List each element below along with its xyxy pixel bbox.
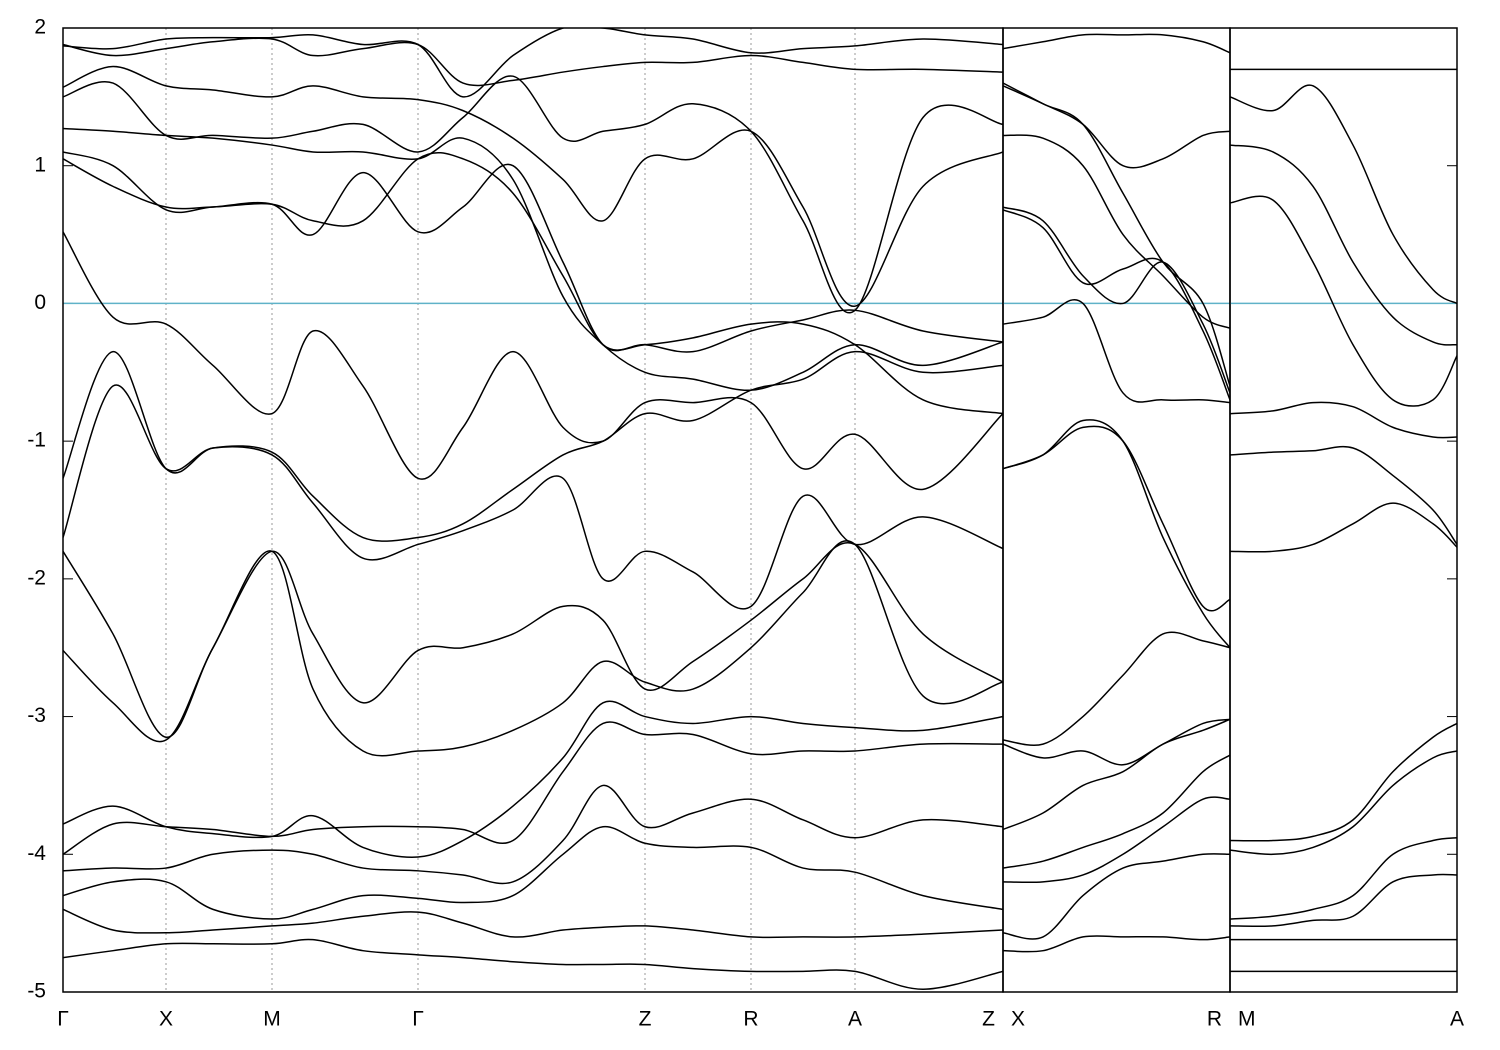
band-line: [1003, 796, 1230, 884]
band-line: [1230, 401, 1457, 439]
band-line: [1230, 445, 1457, 545]
band-line: [63, 231, 1003, 491]
x-tick-label: A: [848, 1008, 862, 1031]
band-line: [63, 700, 1003, 858]
band-line: [1003, 754, 1230, 869]
y-tick-label: -4: [27, 842, 46, 865]
panel-frame: [62, 27, 1004, 993]
x-tick-label: R: [743, 1008, 758, 1031]
x-tick-label: Γ: [57, 1008, 69, 1031]
y-tick-label: -1: [27, 429, 46, 452]
y-tick-label: 2: [34, 16, 46, 39]
band-line: [1003, 419, 1230, 649]
band-line: [63, 75, 1003, 314]
y-tick-label: -5: [27, 980, 46, 1003]
band-line: [1003, 299, 1230, 404]
x-tick-label: X: [159, 1008, 173, 1031]
y-tick-label: -2: [27, 566, 46, 589]
band-line: [1003, 425, 1230, 612]
band-line: [63, 28, 1003, 98]
band-line: [63, 540, 1003, 757]
band-line: [1230, 750, 1457, 856]
band-line: [63, 542, 1003, 743]
band-line: [1003, 209, 1230, 401]
panel-frame: [1002, 27, 1231, 993]
band-line: [1003, 82, 1230, 387]
x-tick-label: Z: [639, 1008, 652, 1031]
y-tick-label: -3: [27, 704, 46, 727]
band-line: [1003, 631, 1230, 746]
panel-frame: [1229, 27, 1458, 993]
band-line: [1003, 718, 1230, 831]
x-tick-label: M: [1238, 1008, 1256, 1031]
band-line: [1003, 718, 1230, 766]
band-line: [1003, 206, 1230, 394]
x-tick-label: M: [263, 1008, 281, 1031]
band-line: [1230, 195, 1457, 407]
band-line: [63, 721, 1003, 855]
x-tick-label: A: [1450, 1008, 1464, 1031]
y-tick-label: 0: [34, 291, 46, 314]
band-line: [63, 938, 1003, 990]
band-line: [63, 65, 1003, 307]
x-tick-label: X: [1011, 1008, 1025, 1031]
band-line: [1230, 502, 1457, 553]
band-line: [63, 784, 1003, 885]
x-tick-label: Γ: [412, 1008, 424, 1031]
band-line: [1230, 144, 1457, 346]
x-tick-label: R: [1207, 1008, 1222, 1031]
band-line: [63, 384, 1003, 610]
band-line: [1230, 84, 1457, 305]
band-line: [63, 37, 1003, 87]
band-line: [1003, 853, 1230, 940]
band-line: [63, 151, 1003, 353]
band-line: [1230, 722, 1457, 842]
band-line: [1230, 837, 1457, 920]
band-line: [1003, 85, 1230, 169]
y-tick-label: 1: [34, 153, 46, 176]
band-line: [1003, 33, 1230, 54]
x-tick-label: Z: [982, 1008, 995, 1031]
band-line: [1003, 134, 1230, 329]
band-line: [63, 127, 1003, 391]
band-line: [63, 908, 1003, 939]
band-line: [63, 350, 1003, 542]
band-line: [63, 825, 1003, 920]
band-line: [1230, 873, 1457, 928]
band-line: [1003, 935, 1230, 953]
